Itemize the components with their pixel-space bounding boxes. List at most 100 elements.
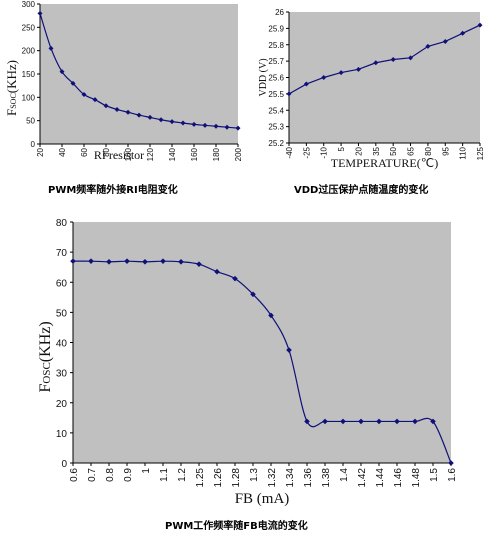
- chart2-data-point: [338, 70, 344, 76]
- chart1-x-tick-label: 60: [80, 147, 89, 156]
- chart3-x-tick-label: 1.26: [213, 468, 224, 488]
- chart2-x-tick-label: 110: [459, 146, 468, 159]
- chart3-data-point: [160, 258, 166, 264]
- chart3-data-point: [250, 291, 256, 298]
- chart3-x-tick-label: 0.6: [69, 468, 80, 482]
- chart3-data-point: [340, 418, 346, 425]
- chart3-x-tick-label: 1.44: [375, 468, 386, 488]
- chart2-x-tick-label: -25: [302, 146, 311, 158]
- chart3-data-point: [376, 418, 382, 425]
- chart3-x-tick-label: 0.8: [105, 468, 116, 482]
- chart2-x-tick-label: 35: [372, 146, 381, 155]
- chart1-data-point: [103, 103, 109, 109]
- chart3-x-axis-title: FB (mA): [235, 491, 290, 507]
- chart2-y-tick-label: 25.7: [268, 57, 284, 66]
- chart3-data-point: [196, 261, 202, 267]
- chart3-x-tick-label: 1: [141, 468, 152, 474]
- chart2-data-point: [460, 30, 466, 36]
- chart3-y-tick-label: 30: [56, 369, 68, 380]
- chart1-x-tick-label: 40: [58, 147, 67, 156]
- chart1-data-point: [158, 117, 164, 123]
- chart3-x-tick-label: 0.7: [87, 468, 98, 482]
- chart1-data-point: [125, 109, 131, 115]
- chart2-data-point: [408, 55, 414, 61]
- chart3-y-tick-label: 10: [56, 429, 68, 440]
- chart2-x-tick-label: 80: [424, 146, 433, 155]
- chart3-data-point: [178, 258, 184, 265]
- chart1-x-tick-label: 140: [168, 147, 177, 161]
- chart2-x-tick-label: -40: [285, 146, 294, 158]
- chart1-data-point: [70, 80, 76, 86]
- chart1-y-tick-label: 250: [22, 23, 36, 32]
- chart3-x-tick-label: 1.4: [339, 468, 350, 482]
- chart3-y-tick-label: 80: [56, 218, 68, 229]
- chart3-data-point: [106, 258, 112, 265]
- chart3-x-tick-label: 1.5: [429, 468, 440, 482]
- chart2-data-point: [321, 75, 327, 80]
- chart1-data-point: [48, 45, 54, 51]
- chart2-caption: VDD过压保护点随温度的变化: [294, 185, 429, 196]
- chart2-x-tick-label: -10: [320, 146, 329, 158]
- chart3-data-point: [268, 312, 274, 319]
- chart3-data-point: [322, 418, 328, 425]
- chart3-x-tick-label: 1.3: [249, 468, 260, 482]
- chart3-x-tick-label: 1.36: [303, 468, 314, 488]
- chart1-data-point: [191, 121, 197, 127]
- chart2-data-point: [303, 81, 309, 87]
- chart1-y-tick-label: 150: [22, 70, 36, 79]
- chart3-y-title-unit: (KHz): [37, 321, 54, 362]
- chart1-x-tick-label: 160: [190, 147, 199, 161]
- chart3-y-tick-label: 0: [61, 459, 67, 470]
- chart3-x-tick-label: 1.6: [447, 468, 458, 482]
- chart1-data-point: [59, 69, 65, 75]
- chart2-x-tick-label: 20: [354, 146, 363, 155]
- chart3-x-tick-label: 1.34: [285, 468, 296, 488]
- chart1-plot-area: [40, 4, 238, 144]
- chart2-data-point: [442, 38, 448, 44]
- chart1-y-title-unit: (KHz): [4, 60, 19, 93]
- chart3-y-title-sub: OSC: [41, 362, 53, 383]
- chart3-y-tick-label: 70: [56, 248, 68, 259]
- chart3-data-point: [430, 418, 436, 425]
- chart1-y-title-sub: SOC: [9, 93, 18, 109]
- chart1-y-axis-title: FSOC(KHz): [4, 60, 19, 116]
- chart1-y-tick-label: 200: [22, 47, 36, 56]
- chart3-plot-area: [73, 222, 451, 463]
- chart3-data-point: [232, 275, 238, 282]
- chart1-data-point: [224, 124, 230, 130]
- chart1-y-tick-label: 0: [31, 140, 36, 149]
- chart3-x-tick-label: 1.46: [393, 468, 404, 488]
- chart2-data-point: [355, 66, 361, 72]
- chart2-data-point: [390, 56, 396, 62]
- chart1-data-point: [81, 92, 87, 98]
- chart2-x-axis-title: TEMPERATURE(℃): [331, 156, 438, 170]
- chart2-data-point: [425, 43, 431, 49]
- chart2-x-tick-label: 5: [337, 146, 346, 151]
- chart1-data-point: [147, 114, 153, 120]
- chart1-y-tick-label: 300: [22, 0, 36, 9]
- chart1-data-point: [37, 10, 43, 16]
- chart2-y-axis-title: VDD (V): [258, 58, 269, 96]
- chart3-y-tick-label: 60: [56, 278, 68, 289]
- chart1-data-point: [92, 97, 98, 103]
- chart2-y-tick-label: 25.2: [268, 139, 284, 148]
- chart3-data-point: [286, 347, 292, 353]
- chart1-data-point: [169, 119, 175, 125]
- chart1-y-tick-label: 50: [26, 117, 35, 126]
- chart1-data-point: [202, 122, 208, 128]
- chart3-x-tick-label: 1.1: [159, 468, 170, 482]
- chart2-x-tick-label: 65: [407, 146, 416, 155]
- chart3-x-tick-label: 1.28: [231, 468, 242, 488]
- chart2-y-tick-label: 25.5: [268, 90, 284, 99]
- chart2-plot-area: [289, 12, 480, 143]
- chart1-x-tick-label: 200: [234, 147, 243, 161]
- chart1-data-point: [235, 125, 241, 131]
- chart2-data-point: [286, 91, 292, 97]
- chart2-series-line: [288, 24, 481, 95]
- chart2-x-tick-label: 50: [389, 146, 398, 155]
- chart3-data-point: [88, 258, 94, 264]
- chart1-caption: PWM频率随外接RI电阻变化: [48, 185, 178, 196]
- chart3-x-tick-label: 0.9: [123, 468, 134, 482]
- chart1-data-point: [213, 123, 219, 129]
